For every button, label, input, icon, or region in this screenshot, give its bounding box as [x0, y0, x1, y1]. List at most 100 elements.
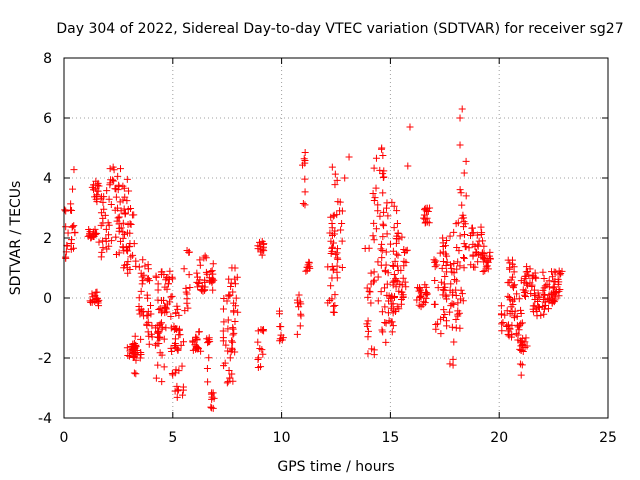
data-point [94, 181, 102, 189]
data-point [144, 311, 152, 319]
data-point [189, 337, 197, 345]
data-point [380, 222, 388, 230]
data-point [471, 242, 479, 250]
data-point [388, 198, 396, 206]
data-point [505, 332, 513, 340]
data-point [446, 308, 454, 316]
x-tick-label: 20 [490, 430, 508, 446]
data-point [183, 246, 191, 254]
data-point [413, 296, 421, 304]
data-point [68, 236, 76, 244]
data-point [256, 345, 264, 353]
y-tick-label: 6 [43, 111, 52, 127]
data-point [334, 255, 342, 263]
data-point [382, 338, 390, 346]
data-point [401, 278, 409, 286]
data-point [424, 208, 432, 216]
data-point [167, 293, 175, 301]
data-point [369, 232, 377, 240]
data-point [163, 274, 171, 282]
data-point [540, 284, 548, 292]
data-point [132, 370, 140, 378]
data-point [508, 273, 516, 281]
data-point [365, 244, 373, 252]
data-point [388, 293, 396, 301]
data-point [144, 328, 152, 336]
data-point [124, 258, 132, 266]
data-point [439, 313, 447, 321]
data-point [456, 186, 464, 194]
data-point [422, 290, 430, 298]
data-point [229, 331, 237, 339]
data-point [227, 348, 235, 356]
data-point [440, 280, 448, 288]
data-point [105, 195, 113, 203]
data-point [160, 296, 167, 304]
data-point [506, 265, 514, 273]
data-point [378, 254, 386, 262]
data-point [231, 280, 239, 288]
data-point [302, 267, 310, 275]
data-point [385, 317, 393, 325]
data-point [193, 278, 201, 286]
data-point [167, 313, 175, 321]
data-point [452, 220, 460, 228]
data-point [224, 316, 232, 324]
data-point [364, 317, 372, 325]
data-point [498, 320, 506, 328]
data-point [196, 256, 204, 264]
data-point [441, 310, 449, 318]
data-point [390, 202, 398, 210]
data-point [516, 345, 524, 353]
data-point [196, 261, 204, 269]
data-point [416, 283, 424, 291]
data-point [400, 262, 408, 270]
data-point [126, 220, 134, 228]
y-tick-label: -2 [38, 351, 52, 367]
data-point [138, 280, 146, 288]
data-point [431, 277, 439, 285]
data-point [423, 214, 431, 222]
data-point [119, 219, 127, 227]
data-point [174, 386, 182, 394]
data-point [458, 290, 466, 298]
data-point [460, 169, 468, 177]
data-point [517, 371, 525, 379]
data-point [475, 237, 483, 245]
data-point [130, 369, 138, 377]
data-point [439, 248, 447, 256]
data-point [115, 249, 123, 257]
data-point [63, 242, 71, 250]
data-point [509, 282, 517, 290]
data-point [168, 348, 176, 356]
data-point [293, 330, 301, 338]
data-point [67, 206, 75, 214]
data-point [227, 279, 235, 287]
data-point [225, 275, 233, 283]
data-point [505, 278, 513, 286]
data-point [226, 354, 234, 362]
data-point [220, 362, 228, 370]
data-point [228, 337, 236, 345]
data-point [530, 308, 538, 316]
data-point [434, 284, 442, 292]
data-point [303, 263, 311, 271]
data-point [433, 261, 441, 269]
data-point [402, 247, 410, 255]
data-point [519, 286, 527, 294]
data-point [478, 229, 486, 237]
data-point [450, 259, 458, 267]
data-point [528, 281, 536, 289]
data-point [69, 185, 77, 193]
data-point [331, 170, 339, 178]
data-point [390, 262, 398, 270]
data-point [440, 286, 448, 294]
data-point [301, 159, 309, 167]
data-point [331, 302, 339, 310]
data-point [540, 310, 548, 318]
data-point [541, 291, 549, 299]
data-point [220, 318, 228, 326]
data-point [506, 293, 514, 301]
data-point [140, 271, 148, 279]
data-point [123, 246, 131, 254]
